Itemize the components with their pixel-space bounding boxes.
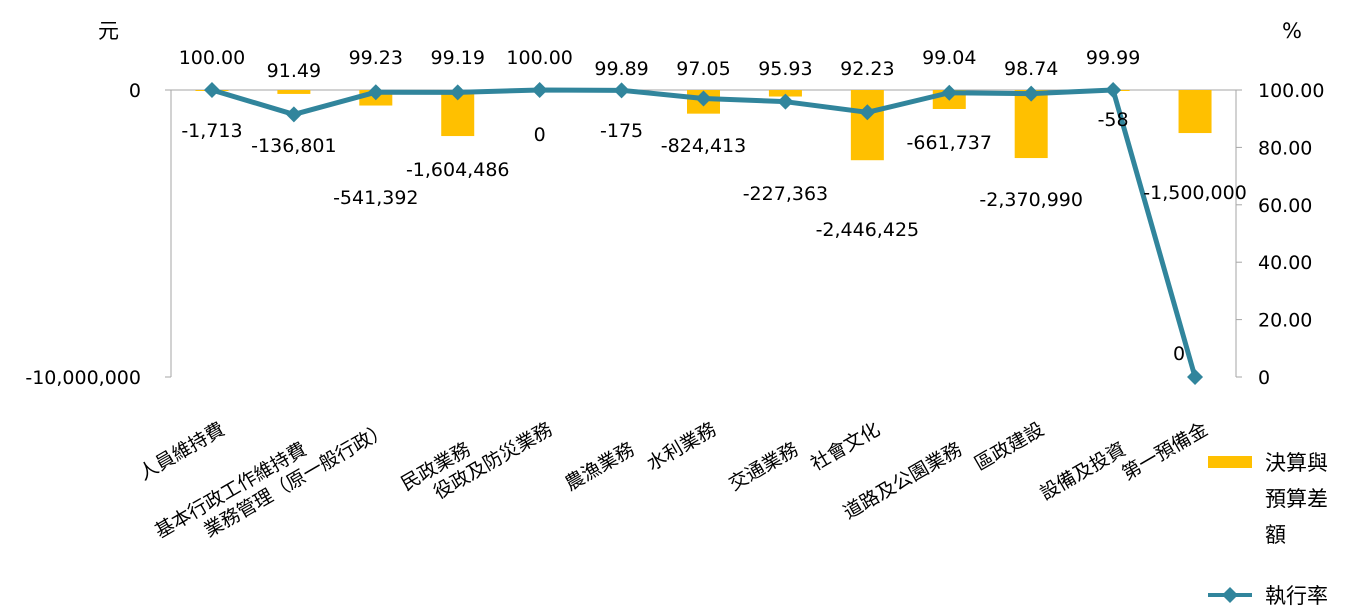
rate-value-label: 98.74 [1004, 58, 1058, 80]
bar-value-label: 0 [534, 124, 546, 146]
bar [277, 90, 311, 94]
left-axis-unit: 元 [98, 19, 119, 43]
bar-value-label: -58 [1098, 109, 1129, 131]
category-label: 設備及投資 [1036, 438, 1129, 505]
category-label: 社會文化 [807, 418, 884, 475]
bar [1178, 90, 1212, 134]
axes [170, 89, 1237, 377]
bar-value-label: -136,801 [251, 135, 336, 157]
bar-data-labels: -1,713 -136,801 -541,392 -1,604,486 0 -175 -82… [181, 109, 1246, 241]
category-label: 區政建設 [971, 418, 1048, 475]
right-tick-label: 0 [1258, 367, 1270, 389]
left-tick-label: 0 [129, 80, 141, 102]
rate-value-label: 92.23 [840, 58, 894, 80]
right-tick-label: 100.00 [1258, 80, 1324, 102]
legend: 決算與 預算差 額 執行率 [1208, 451, 1328, 606]
bar [850, 90, 884, 161]
rate-marker [367, 84, 384, 101]
bar-value-label: -824,413 [661, 135, 746, 157]
rate-value-label: 91.49 [267, 60, 321, 82]
rate-marker [941, 84, 958, 101]
rate-marker [449, 84, 466, 101]
bar-value-label: -1,500,000 [1143, 182, 1247, 204]
category-label: 交通業務 [725, 438, 802, 495]
bar-value-label: -1,604,486 [406, 159, 510, 181]
rate-value-label: 0 [1173, 343, 1185, 365]
legend-line-label: 執行率 [1265, 584, 1328, 606]
rate-marker [695, 90, 712, 107]
rate-marker [613, 82, 630, 99]
rate-marker [1105, 82, 1122, 99]
category-label: 第一預備金 [1118, 418, 1211, 485]
left-tick-label: -10,000,000 [25, 367, 141, 389]
legend-bar-label-2: 預算差 [1265, 487, 1328, 511]
right-axis-ticks: 0 20.00 40.00 60.00 80.00 100.00 [1236, 80, 1324, 389]
legend-bar-label-1: 決算與 [1265, 451, 1328, 475]
rate-marker [859, 104, 876, 121]
legend-bar-label-3: 額 [1265, 523, 1286, 547]
right-tick-label: 80.00 [1258, 137, 1312, 159]
right-tick-label: 40.00 [1258, 252, 1312, 274]
rate-value-label: 99.04 [922, 47, 976, 69]
rate-marker [1023, 85, 1040, 102]
rate-marker [203, 82, 220, 98]
rate-marker [285, 106, 302, 123]
bar-value-label: -175 [600, 120, 643, 142]
rate-value-label: 100.00 [506, 47, 572, 69]
rate-value-label: 99.19 [431, 47, 485, 69]
category-label: 水利業務 [643, 418, 720, 475]
rate-value-label: 95.93 [758, 58, 812, 80]
rate-marker [531, 82, 548, 98]
right-tick-label: 20.00 [1258, 310, 1312, 332]
left-axis-ticks: 0 -10,000,000 [25, 80, 171, 389]
bar-value-label: -661,737 [907, 132, 992, 154]
category-label: 人員維持費 [135, 418, 228, 485]
bar-value-label: -1,713 [181, 120, 242, 142]
rate-value-label: 97.05 [676, 58, 730, 80]
category-label: 農漁業務 [561, 438, 638, 495]
bar-value-label: -2,446,425 [816, 219, 920, 241]
bar [768, 90, 802, 97]
line-series [203, 82, 1204, 385]
rate-marker [1187, 369, 1204, 385]
rate-value-label: 100.00 [179, 47, 245, 69]
right-axis-unit: % [1282, 19, 1302, 43]
right-tick-label: 60.00 [1258, 195, 1312, 217]
bar-value-label: -227,363 [743, 183, 828, 205]
rate-value-label: 99.89 [594, 58, 648, 80]
bar-value-label: -2,370,990 [979, 189, 1083, 211]
legend-line-marker [1222, 587, 1238, 603]
line-data-labels: 100.00 91.49 99.23 99.19 100.00 99.89 97.05 95.… [179, 47, 1185, 365]
rate-value-label: 99.99 [1086, 47, 1140, 69]
rate-marker [777, 93, 794, 110]
legend-bar-swatch [1208, 456, 1252, 468]
bar-value-label: -541,392 [333, 187, 418, 209]
rate-value-label: 99.23 [349, 47, 403, 69]
